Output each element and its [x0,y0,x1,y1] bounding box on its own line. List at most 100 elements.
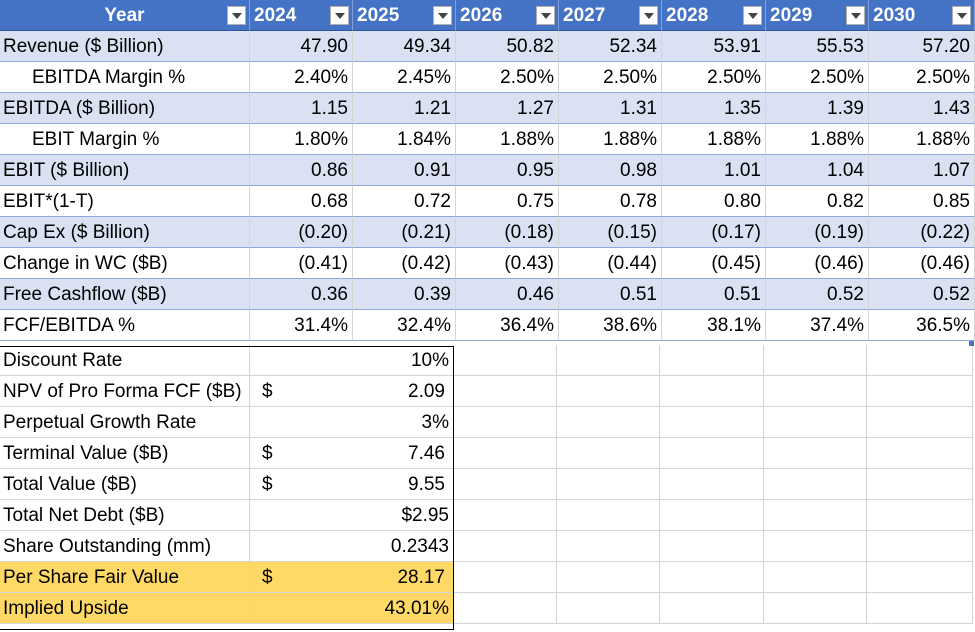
empty-cell[interactable] [764,407,867,438]
empty-cell[interactable] [764,438,867,469]
empty-cell[interactable] [557,345,660,376]
header-year-1[interactable]: 2025 [353,0,456,31]
value-cell[interactable]: 0.39 [353,279,456,310]
empty-cell[interactable] [867,345,973,376]
summary-value-cell[interactable]: $7.46 [250,438,454,469]
empty-cell[interactable] [454,407,557,438]
empty-cell[interactable] [557,593,660,624]
header-year-3[interactable]: 2027 [559,0,662,31]
value-cell[interactable]: (0.41) [250,248,353,279]
value-cell[interactable]: 36.5% [869,310,975,341]
empty-cell[interactable] [557,469,660,500]
value-cell[interactable]: (0.17) [662,217,766,248]
empty-cell[interactable] [454,593,557,624]
empty-cell[interactable] [454,562,557,593]
value-cell[interactable]: 1.88% [869,124,975,155]
value-cell[interactable]: 1.21 [353,93,456,124]
value-cell[interactable]: (0.45) [662,248,766,279]
value-cell[interactable]: 36.4% [456,310,559,341]
value-cell[interactable]: (0.43) [456,248,559,279]
summary-label[interactable]: Terminal Value ($B) [0,438,250,469]
value-cell[interactable]: 1.39 [766,93,869,124]
empty-cell[interactable] [454,531,557,562]
value-cell[interactable]: 1.88% [766,124,869,155]
value-cell[interactable]: 0.85 [869,186,975,217]
value-cell[interactable]: 1.84% [353,124,456,155]
header-year-5[interactable]: 2029 [766,0,869,31]
summary-label[interactable]: Total Net Debt ($B) [0,500,250,531]
value-cell[interactable]: 1.04 [766,155,869,186]
filter-dropdown-icon[interactable] [639,6,658,25]
row-label[interactable]: EBIT*(1-T) [0,186,250,217]
empty-cell[interactable] [867,531,973,562]
summary-label[interactable]: NPV of Pro Forma FCF ($B) [0,376,250,407]
summary-value-cell[interactable]: $9.55 [250,469,454,500]
empty-cell[interactable] [867,376,973,407]
value-cell[interactable]: 0.91 [353,155,456,186]
empty-cell[interactable] [867,407,973,438]
value-cell[interactable]: 55.53 [766,31,869,62]
value-cell[interactable]: 0.98 [559,155,662,186]
value-cell[interactable]: 0.51 [662,279,766,310]
value-cell[interactable]: 1.15 [250,93,353,124]
summary-label[interactable]: Share Outstanding (mm) [0,531,250,562]
value-cell[interactable]: 2.50% [559,62,662,93]
value-cell[interactable]: 1.27 [456,93,559,124]
row-label[interactable]: FCF/EBITDA % [0,310,250,341]
value-cell[interactable]: 0.52 [766,279,869,310]
summary-label[interactable]: Discount Rate [0,345,250,376]
value-cell[interactable]: (0.22) [869,217,975,248]
empty-cell[interactable] [660,500,764,531]
summary-value-cell[interactable]: $2.95 [250,500,454,531]
value-cell[interactable]: 1.88% [456,124,559,155]
summary-value-cell[interactable]: $2.09 [250,376,454,407]
value-cell[interactable]: 47.90 [250,31,353,62]
empty-cell[interactable] [557,407,660,438]
value-cell[interactable]: 0.46 [456,279,559,310]
summary-value-cell[interactable]: 10% [250,345,454,376]
value-cell[interactable]: 0.72 [353,186,456,217]
summary-label[interactable]: Implied Upside [0,593,250,624]
value-cell[interactable]: 2.45% [353,62,456,93]
value-cell[interactable]: (0.19) [766,217,869,248]
empty-cell[interactable] [660,376,764,407]
value-cell[interactable]: (0.42) [353,248,456,279]
value-cell[interactable]: 2.50% [766,62,869,93]
empty-cell[interactable] [764,345,867,376]
value-cell[interactable]: 0.75 [456,186,559,217]
value-cell[interactable]: 0.51 [559,279,662,310]
empty-cell[interactable] [867,469,973,500]
filter-dropdown-icon[interactable] [227,6,246,25]
row-label[interactable]: EBIT Margin % [0,124,250,155]
summary-value-cell[interactable]: 43.01% [250,593,454,624]
value-cell[interactable]: 50.82 [456,31,559,62]
value-cell[interactable]: 2.50% [869,62,975,93]
empty-cell[interactable] [454,438,557,469]
value-cell[interactable]: 2.40% [250,62,353,93]
value-cell[interactable]: 37.4% [766,310,869,341]
row-label[interactable]: EBIT ($ Billion) [0,155,250,186]
value-cell[interactable]: 32.4% [353,310,456,341]
empty-cell[interactable] [660,593,764,624]
value-cell[interactable]: 1.31 [559,93,662,124]
value-cell[interactable]: 1.07 [869,155,975,186]
filter-dropdown-icon[interactable] [952,6,971,25]
value-cell[interactable]: 1.43 [869,93,975,124]
value-cell[interactable]: 52.34 [559,31,662,62]
row-label[interactable]: Change in WC ($B) [0,248,250,279]
row-label[interactable]: EBITDA ($ Billion) [0,93,250,124]
filter-dropdown-icon[interactable] [743,6,762,25]
empty-cell[interactable] [557,562,660,593]
value-cell[interactable]: (0.21) [353,217,456,248]
value-cell[interactable]: (0.46) [766,248,869,279]
filter-dropdown-icon[interactable] [536,6,555,25]
empty-cell[interactable] [557,500,660,531]
value-cell[interactable]: 0.52 [869,279,975,310]
filter-dropdown-icon[interactable] [433,6,452,25]
value-cell[interactable]: 0.86 [250,155,353,186]
value-cell[interactable]: 1.88% [559,124,662,155]
empty-cell[interactable] [660,407,764,438]
value-cell[interactable]: (0.15) [559,217,662,248]
value-cell[interactable]: 0.80 [662,186,766,217]
empty-cell[interactable] [764,531,867,562]
